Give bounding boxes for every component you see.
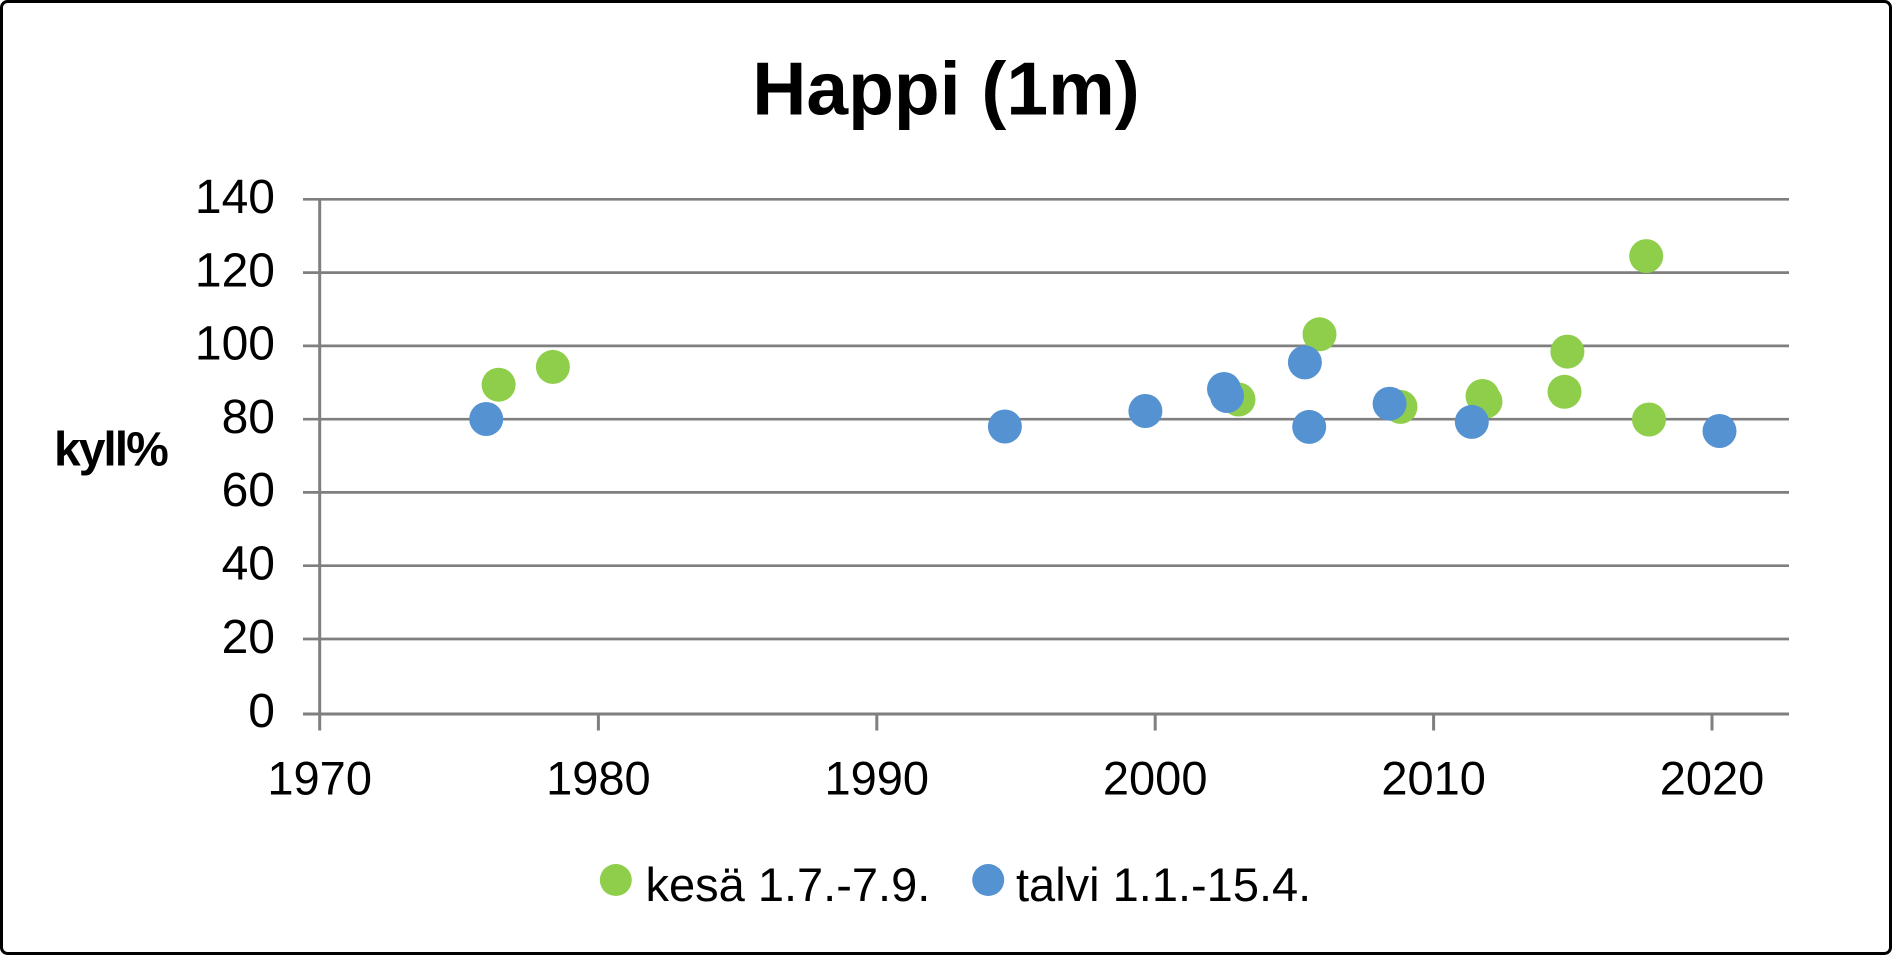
svg-text:120: 120: [195, 244, 275, 297]
svg-text:100: 100: [195, 318, 275, 371]
svg-text:Happi (1m): Happi (1m): [752, 47, 1140, 131]
svg-text:140: 140: [195, 171, 275, 224]
svg-text:kesä 1.7.-7.9.: kesä 1.7.-7.9.: [646, 858, 931, 911]
svg-text:80: 80: [222, 391, 275, 444]
svg-text:kyll%: kyll%: [54, 423, 168, 476]
svg-text:0: 0: [248, 685, 275, 738]
svg-text:2020: 2020: [1660, 752, 1765, 805]
svg-text:1970: 1970: [267, 752, 372, 805]
svg-text:40: 40: [222, 538, 275, 591]
svg-text:60: 60: [222, 464, 275, 517]
svg-text:20: 20: [222, 611, 275, 664]
svg-text:2000: 2000: [1103, 752, 1208, 805]
svg-text:1990: 1990: [825, 752, 930, 805]
svg-text:2010: 2010: [1381, 752, 1486, 805]
svg-text:1980: 1980: [546, 752, 651, 805]
svg-text:talvi 1.1.-15.4.: talvi 1.1.-15.4.: [1016, 858, 1311, 911]
